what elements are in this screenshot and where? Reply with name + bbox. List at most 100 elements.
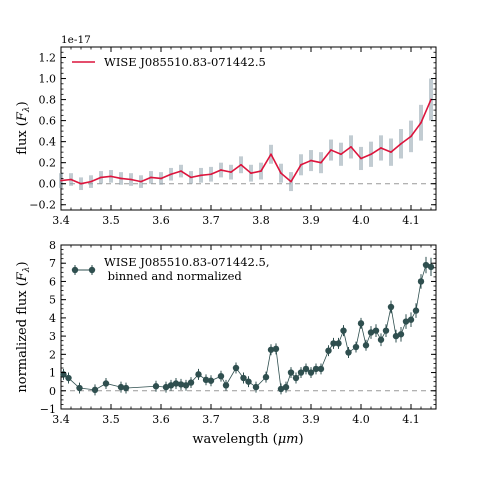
- binned-point: [330, 340, 337, 347]
- binned-point: [76, 384, 83, 392]
- binned-point: [282, 383, 290, 391]
- spectrum-point: [400, 142, 402, 145]
- binned-point: [372, 327, 380, 334]
- bottom-legend-label-line1: WISE J085510.83-071442.5,: [104, 255, 270, 269]
- binned-point: [427, 263, 435, 271]
- bottom-x-tick-label: 3.6: [152, 413, 170, 426]
- top-axes: 3.4 3.5 3.6 3.7 3.8 3.9 4.0 4.1 −0.2 0.0 0.2 0.4 0.6…: [29, 46, 436, 227]
- bottom-legend-marker-left: [71, 266, 79, 274]
- bottom-axes: 3.4 3.5 3.6 3.7 3.8 3.9 4.0 4.1 −1 0 1 2 3 4 5 6 7 8: [40, 239, 436, 426]
- binned-point: [325, 347, 332, 354]
- binned-point: [422, 261, 430, 269]
- bottom-legend-label-line2: binned and normalized: [104, 269, 242, 283]
- spectrum-point: [60, 179, 62, 182]
- binned-point: [407, 316, 415, 323]
- spectrum-point: [220, 169, 222, 171]
- binned-point: [397, 331, 405, 338]
- top-y-tick-label: 1.2: [39, 52, 57, 65]
- top-y-axis-label-close: ): [15, 101, 30, 106]
- spectrum-point: [330, 149, 332, 151]
- spectrum-point: [110, 175, 112, 178]
- spectrum-point: [320, 161, 322, 164]
- binned-point: [187, 379, 195, 386]
- binned-point: [272, 345, 280, 353]
- spectrum-point: [310, 159, 312, 162]
- spectrum-point: [190, 176, 192, 179]
- spectrum-point: [160, 177, 162, 180]
- spectrum-point: [210, 173, 212, 176]
- spectrum-line: [60, 99, 432, 185]
- bottom-y-tick-label: 1: [49, 367, 56, 380]
- spectrum-point: [250, 172, 252, 175]
- spectrum-point: [240, 163, 242, 166]
- top-y-tick-label: 0.4: [39, 136, 57, 149]
- bottom-legend: WISE J085510.83-071442.5, binned and nor…: [71, 255, 270, 283]
- top-legend-label: WISE J085510.83-071442.5: [104, 55, 266, 69]
- binned-point: [65, 374, 72, 382]
- binned-point: [382, 327, 390, 334]
- binned-point: [152, 383, 160, 390]
- binned-point: [222, 382, 230, 389]
- bottom-x-axis-label-main: wavelength: [192, 432, 269, 447]
- binned-point: [122, 384, 130, 392]
- bottom-x-axis-label-unit: μm: [278, 432, 299, 447]
- top-legend: WISE J085510.83-071442.5: [72, 55, 266, 69]
- spectrum-point: [290, 180, 292, 183]
- binned-point: [367, 329, 375, 336]
- binned-point: [392, 332, 400, 340]
- bottom-y-axis-label-sub: λ: [22, 266, 32, 273]
- top-x-tick-label: 4.1: [402, 214, 420, 227]
- binned-point: [377, 336, 385, 343]
- top-y-tick-label: 0.0: [39, 178, 57, 191]
- binned-point: [217, 373, 225, 380]
- binned-point: [202, 376, 210, 384]
- top-y-tick-label: −0.2: [29, 199, 56, 212]
- binned-point: [345, 349, 352, 356]
- top-x-tick-label: 3.7: [202, 214, 220, 227]
- binned-point: [172, 380, 180, 387]
- spectrum-point: [360, 157, 362, 160]
- binned-point: [302, 365, 310, 373]
- binned-point: [307, 369, 315, 376]
- binned-point: [417, 278, 425, 285]
- spectrum-point: [70, 178, 72, 181]
- bottom-x-tick-label: 3.7: [202, 413, 220, 426]
- spectrum-point: [170, 173, 172, 176]
- binned-point: [362, 342, 370, 349]
- bottom-y-tick-label: 4: [49, 312, 56, 325]
- bottom-y-tick-label: 0: [49, 385, 56, 398]
- bottom-y-tick-label: 8: [49, 239, 56, 252]
- spectrum-point: [420, 121, 422, 124]
- bottom-x-tick-label: 3.5: [102, 413, 120, 426]
- spectrum-point: [380, 147, 382, 149]
- binned-point: [182, 382, 190, 389]
- top-plot-frame: [60, 46, 437, 211]
- spectrum-point: [300, 163, 302, 166]
- bottom-y-axis-label-sym: F: [15, 271, 30, 282]
- binned-point: [357, 320, 365, 327]
- top-x-tick-label: 3.8: [252, 214, 270, 227]
- top-y-tick-label: 1.0: [39, 73, 57, 86]
- binned-point: [402, 318, 410, 325]
- binned-point: [91, 386, 99, 394]
- spectrum-point: [230, 171, 232, 174]
- binned-point: [232, 364, 240, 372]
- binned-point: [317, 365, 325, 373]
- top-y-axis-label: flux (Fλ): [15, 101, 32, 154]
- bottom-y-tick-label: 6: [49, 275, 56, 288]
- bottom-x-tick-label: 3.9: [302, 413, 320, 426]
- spectrum-point: [200, 174, 202, 177]
- spectrum-point: [100, 176, 102, 179]
- binned-point: [340, 327, 347, 334]
- binned-point: [195, 371, 202, 378]
- bottom-x-tick-label: 3.4: [52, 413, 70, 426]
- spectrum-point: [410, 135, 412, 138]
- binned-point: [297, 369, 305, 376]
- binned-point: [412, 307, 420, 314]
- bottom-panel: 3.4 3.5 3.6 3.7 3.8 3.9 4.0 4.1 −1 0 1 2 3 4 5 6 7 8 WISE…: [15, 239, 437, 447]
- spectrum-point: [350, 146, 352, 148]
- top-y-tick-label: 0.6: [39, 115, 57, 128]
- bottom-legend-marker-right: [88, 266, 96, 274]
- bottom-y-axis-label: normalized flux (Fλ): [15, 261, 32, 392]
